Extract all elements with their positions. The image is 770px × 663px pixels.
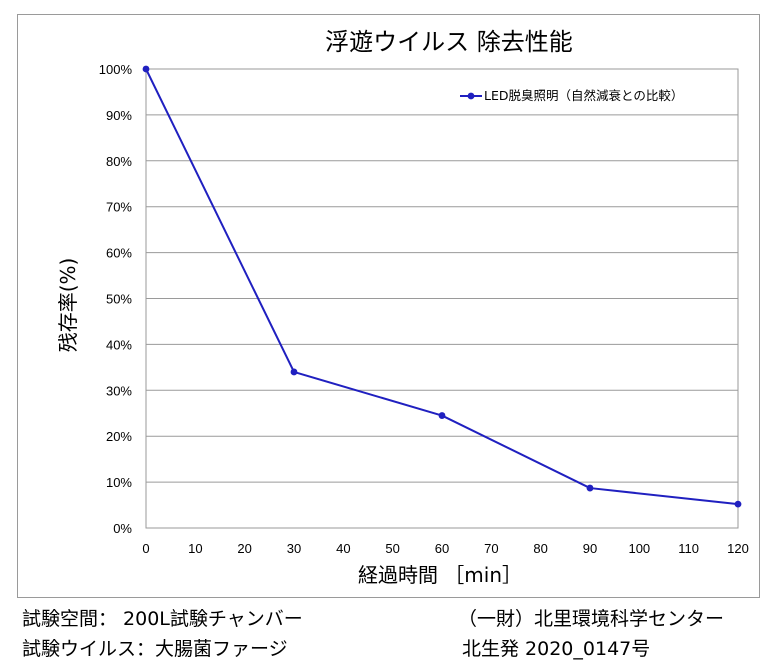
series-line	[145, 68, 739, 506]
legend-swatch-marker	[467, 92, 475, 100]
x-axis-ticks: 0 10 20 30 40 50 60 70 80 90 100 110 120	[142, 541, 748, 556]
footer-report-number: 北生発 2020_0147号	[462, 638, 651, 660]
y-tick-label: 50%	[106, 292, 132, 307]
x-tick-label: 70	[484, 541, 498, 556]
y-axis-label: 残存率(%)	[56, 258, 80, 353]
line-chart: 浮遊ウイルス 除去性能 0% 10% 20% 30% 40% 50% 60% 70% 80% 90…	[56, 28, 749, 587]
x-tick-label: 120	[727, 541, 749, 556]
chart-area	[17, 14, 760, 598]
y-tick-label: 0%	[113, 521, 132, 536]
gridlines	[146, 114, 738, 483]
x-tick-label: 50	[385, 541, 399, 556]
plot-border	[145, 68, 739, 529]
series-group	[142, 65, 742, 508]
x-tick-label: 40	[336, 541, 350, 556]
data-point	[734, 500, 742, 508]
x-tick-label: 60	[435, 541, 449, 556]
y-tick-label: 10%	[106, 475, 132, 490]
y-axis-ticks: 0% 10% 20% 30% 40% 50% 60% 70% 80% 90% 100%	[99, 62, 133, 536]
footer-test-virus: 試験ウイルス：大腸菌ファージ	[22, 638, 288, 660]
data-point	[290, 368, 298, 376]
legend-label: LED脱臭照明（自然減衰との比較）	[484, 88, 683, 103]
y-tick-label: 70%	[106, 200, 132, 215]
y-tick-label: 100%	[99, 62, 133, 77]
x-tick-label: 30	[287, 541, 301, 556]
footer-test-space: 試験空間： 200L試験チャンバー	[22, 608, 303, 630]
y-tick-label: 90%	[106, 108, 132, 123]
x-tick-label: 10	[188, 541, 202, 556]
y-tick-label: 80%	[106, 154, 132, 169]
x-tick-label: 20	[237, 541, 251, 556]
footer-institute: （一財）北里環境科学センター	[458, 608, 725, 630]
x-tick-label: 110	[678, 541, 699, 556]
y-tick-label: 30%	[106, 383, 132, 398]
x-tick-label: 80	[533, 541, 547, 556]
data-point	[142, 65, 150, 73]
y-tick-label: 40%	[106, 337, 132, 352]
data-point	[586, 484, 594, 492]
legend: LED脱臭照明（自然減衰との比較）	[460, 88, 683, 103]
y-tick-label: 20%	[106, 429, 132, 444]
x-tick-label: 90	[583, 541, 597, 556]
x-tick-label: 0	[142, 541, 149, 556]
chart-title: 浮遊ウイルス 除去性能	[325, 28, 573, 56]
x-tick-label: 100	[628, 541, 650, 556]
data-point	[438, 412, 446, 419]
x-axis-label: 経過時間 ［min］	[358, 563, 522, 587]
y-tick-label: 60%	[106, 246, 132, 261]
